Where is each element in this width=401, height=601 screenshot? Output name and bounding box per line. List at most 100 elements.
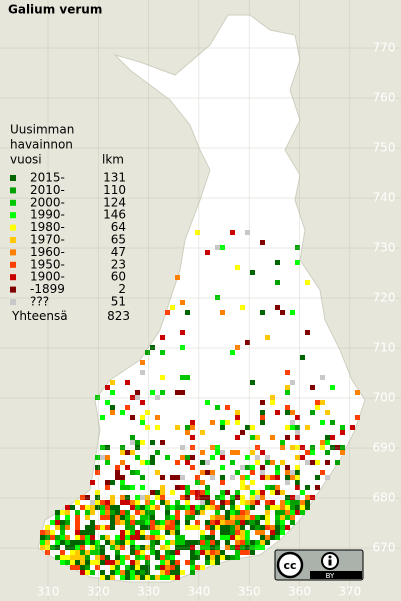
observation-square	[295, 445, 300, 450]
observation-square	[130, 525, 135, 530]
observation-square	[240, 475, 245, 480]
observation-square	[225, 525, 230, 530]
observation-square	[280, 490, 285, 495]
observation-square	[255, 490, 260, 495]
observation-square	[40, 545, 45, 550]
observation-square	[165, 545, 170, 550]
observation-square	[110, 390, 115, 395]
observation-square	[260, 400, 265, 405]
observation-square	[170, 475, 175, 480]
observation-square	[135, 535, 140, 540]
observation-square	[275, 505, 280, 510]
observation-square	[100, 445, 105, 450]
observation-square	[70, 550, 75, 555]
observation-square	[290, 310, 295, 315]
observation-square	[285, 425, 290, 430]
observation-square	[130, 470, 135, 475]
observation-square	[50, 520, 55, 525]
observation-square	[200, 550, 205, 555]
legend-label: ???	[30, 295, 49, 309]
observation-square	[180, 495, 185, 500]
observation-square	[180, 535, 185, 540]
title: Galium verum	[8, 3, 102, 17]
observation-square	[60, 510, 65, 515]
cc-icon	[276, 551, 304, 579]
observation-square	[140, 420, 145, 425]
observation-square	[170, 570, 175, 575]
observation-square	[140, 555, 145, 560]
legend-swatch	[10, 224, 16, 231]
observation-square	[315, 400, 320, 405]
observation-square	[145, 510, 150, 515]
observation-square	[150, 440, 155, 445]
observation-square	[205, 470, 210, 475]
observation-square	[235, 470, 240, 475]
observation-square	[340, 445, 345, 450]
observation-square	[120, 450, 125, 455]
observation-square	[315, 485, 320, 490]
observation-square	[260, 420, 265, 425]
observation-square	[115, 475, 120, 480]
observation-square	[65, 505, 70, 510]
observation-square	[215, 405, 220, 410]
observation-square	[275, 510, 280, 515]
observation-square	[110, 410, 115, 415]
observation-square	[90, 570, 95, 575]
observation-square	[125, 570, 130, 575]
observation-square	[250, 525, 255, 530]
y-tick-label: 750	[373, 141, 396, 155]
observation-square	[295, 260, 300, 265]
observation-square	[65, 535, 70, 540]
observation-square	[75, 530, 80, 535]
observation-square	[55, 545, 60, 550]
observation-square	[120, 575, 125, 580]
observation-square	[220, 420, 225, 425]
observation-square	[250, 490, 255, 495]
observation-square	[205, 505, 210, 510]
observation-square	[275, 470, 280, 475]
observation-square	[85, 555, 90, 560]
observation-square	[140, 530, 145, 535]
y-tick-label: 690	[373, 441, 396, 455]
observation-square	[155, 520, 160, 525]
observation-square	[175, 560, 180, 565]
observation-square	[110, 565, 115, 570]
observation-square	[110, 380, 115, 385]
observation-square	[55, 515, 60, 520]
observation-square	[280, 520, 285, 525]
observation-square	[205, 400, 210, 405]
observation-square	[105, 445, 110, 450]
observation-square	[185, 510, 190, 515]
observation-square	[140, 515, 145, 520]
observation-square	[240, 550, 245, 555]
legend-swatch	[10, 261, 16, 268]
observation-square	[155, 425, 160, 430]
observation-square	[135, 390, 140, 395]
legend-total-label: Yhteensä	[11, 309, 68, 323]
observation-square	[215, 560, 220, 565]
observation-square	[220, 555, 225, 560]
observation-square	[115, 555, 120, 560]
observation-square	[275, 490, 280, 495]
observation-square	[200, 505, 205, 510]
observation-square	[135, 560, 140, 565]
observation-square	[290, 495, 295, 500]
observation-square	[290, 475, 295, 480]
observation-square	[250, 505, 255, 510]
observation-square	[155, 450, 160, 455]
observation-square	[220, 310, 225, 315]
observation-square	[180, 475, 185, 480]
observation-square	[235, 420, 240, 425]
observation-square	[95, 560, 100, 565]
observation-square	[55, 555, 60, 560]
observation-square	[305, 505, 310, 510]
legend-swatch	[10, 286, 16, 293]
observation-square	[240, 510, 245, 515]
observation-square	[290, 505, 295, 510]
observation-square	[275, 305, 280, 310]
observation-square	[165, 550, 170, 555]
observation-square	[260, 530, 265, 535]
observation-square	[290, 420, 295, 425]
observation-square	[280, 310, 285, 315]
